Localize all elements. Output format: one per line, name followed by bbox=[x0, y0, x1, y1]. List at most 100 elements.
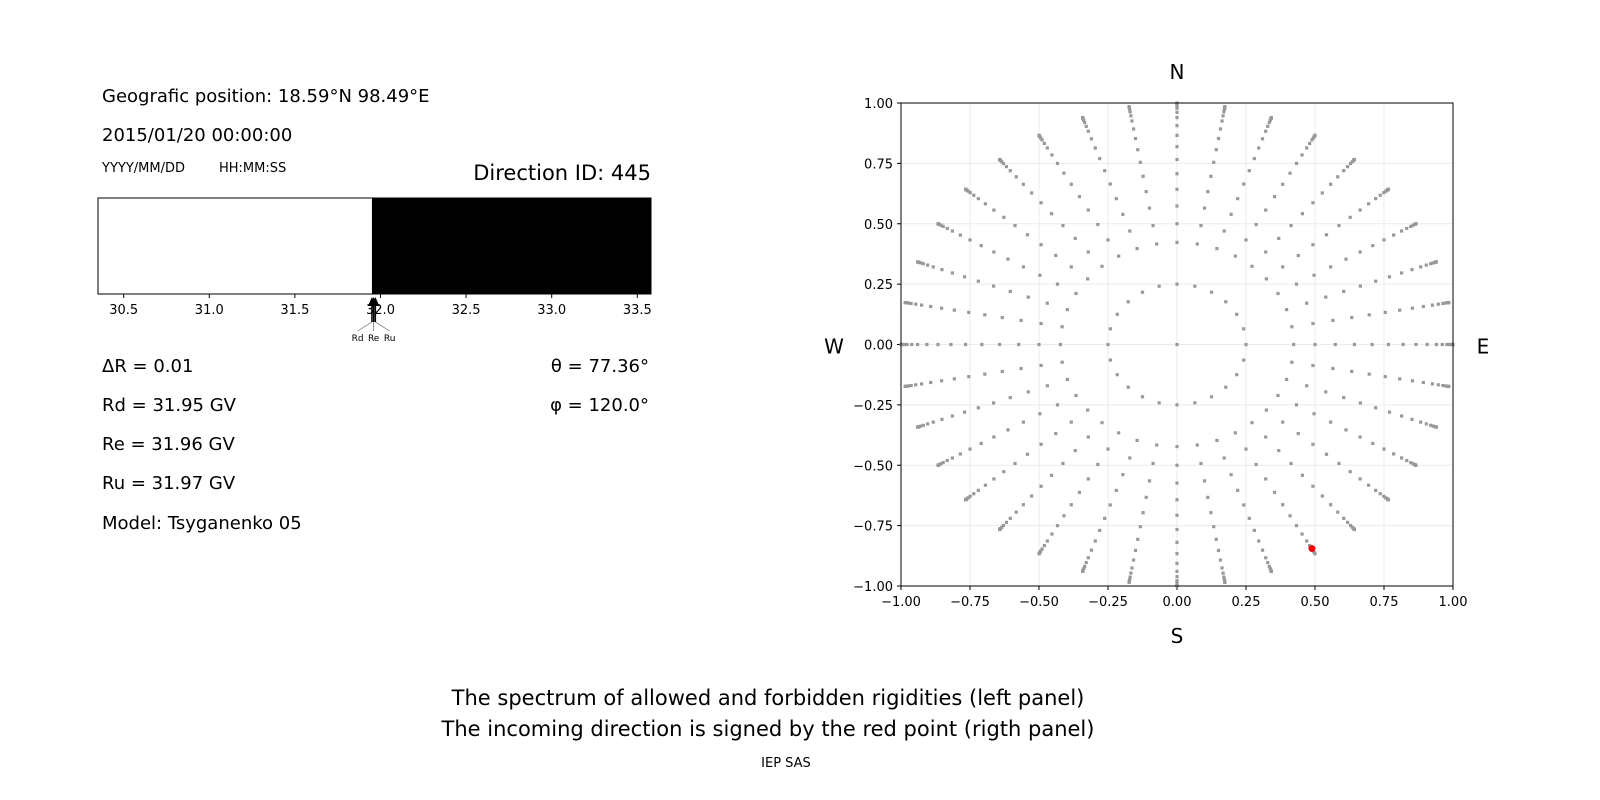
grid-point bbox=[1272, 195, 1277, 199]
grid-point bbox=[1392, 233, 1396, 237]
grid-point bbox=[1058, 342, 1062, 347]
grid-point bbox=[1311, 363, 1315, 368]
grid-point bbox=[1329, 503, 1333, 507]
grid-point bbox=[1175, 106, 1179, 110]
grid-point bbox=[1045, 301, 1049, 305]
grid-point bbox=[1021, 503, 1025, 507]
grid-point bbox=[1049, 473, 1054, 477]
grid-point bbox=[1222, 107, 1226, 112]
grid-point bbox=[1040, 547, 1044, 551]
grid-point bbox=[1419, 265, 1423, 269]
grid-point bbox=[963, 342, 968, 347]
grid-point bbox=[1254, 222, 1258, 227]
grid-point bbox=[1098, 528, 1102, 532]
grid-point bbox=[1386, 342, 1391, 347]
grid-point bbox=[1300, 473, 1305, 477]
grid-point bbox=[1358, 250, 1362, 254]
grid-point bbox=[1141, 511, 1145, 515]
grid-point bbox=[1348, 215, 1352, 219]
theta-value: θ = 77.36° bbox=[550, 356, 649, 377]
grid-point bbox=[1100, 421, 1104, 425]
grid-point bbox=[1069, 503, 1073, 507]
grid-point bbox=[1121, 212, 1125, 216]
grid-point bbox=[909, 301, 913, 306]
grid-point bbox=[1193, 401, 1197, 405]
grid-point bbox=[1374, 197, 1378, 201]
grid-point bbox=[1313, 133, 1317, 137]
grid-point bbox=[1019, 318, 1023, 323]
grid-point bbox=[1400, 229, 1404, 233]
grid-point bbox=[1264, 208, 1268, 212]
grid-point bbox=[1441, 383, 1445, 388]
grid-point bbox=[1358, 284, 1362, 288]
compass-s: S bbox=[1171, 624, 1184, 648]
grid-point bbox=[1214, 148, 1218, 152]
grid-point bbox=[1331, 366, 1335, 371]
grid-point bbox=[1409, 224, 1413, 228]
grid-point bbox=[1367, 202, 1371, 206]
grid-point bbox=[1128, 456, 1132, 460]
marker-label-Ru: Ru bbox=[384, 334, 396, 344]
grid-point bbox=[1336, 175, 1340, 179]
grid-point bbox=[1039, 484, 1043, 488]
grid-point bbox=[1358, 435, 1362, 439]
grid-point bbox=[1098, 157, 1102, 161]
grid-point bbox=[1144, 495, 1148, 499]
spectrum-segment-forbidden bbox=[371, 198, 651, 294]
x-tick-label: 32.5 bbox=[452, 303, 481, 318]
grid-point bbox=[1434, 425, 1438, 429]
grid-point bbox=[1209, 174, 1213, 178]
x-tick-label: −0.25 bbox=[1088, 595, 1128, 610]
grid-point bbox=[1175, 513, 1179, 517]
grid-point bbox=[1398, 308, 1402, 312]
grid-point bbox=[1014, 175, 1018, 179]
grid-point bbox=[1155, 443, 1159, 447]
grid-point bbox=[1141, 174, 1145, 178]
grid-point bbox=[909, 383, 913, 388]
grid-point bbox=[1294, 161, 1299, 165]
grid-point bbox=[1039, 243, 1043, 247]
grid-point bbox=[1089, 548, 1094, 552]
grid-point bbox=[1345, 520, 1350, 524]
grid-point bbox=[1199, 461, 1203, 466]
grid-point bbox=[1267, 564, 1271, 569]
grid-point bbox=[1288, 514, 1292, 518]
grid-point bbox=[902, 342, 906, 347]
grid-point bbox=[1114, 488, 1118, 492]
grid-point bbox=[1337, 223, 1341, 228]
grid-point bbox=[968, 191, 972, 195]
grid-point bbox=[1128, 575, 1132, 579]
grid-point bbox=[1352, 157, 1357, 162]
grid-point bbox=[1025, 452, 1030, 456]
grid-point bbox=[1100, 264, 1104, 268]
grid-point bbox=[1431, 261, 1435, 265]
grid-point bbox=[1305, 539, 1309, 543]
grid-point bbox=[1073, 449, 1077, 453]
grid-point bbox=[1425, 342, 1429, 347]
grid-point bbox=[1409, 461, 1413, 465]
grid-point bbox=[1242, 358, 1246, 362]
x-tick-label: −0.75 bbox=[950, 595, 990, 610]
grid-point bbox=[1244, 447, 1248, 451]
grid-point bbox=[945, 226, 949, 231]
grid-point bbox=[1157, 401, 1161, 405]
grid-point bbox=[1008, 169, 1012, 173]
spectrum-segment-allowed bbox=[98, 198, 372, 294]
grid-point bbox=[1216, 548, 1221, 553]
grid-point bbox=[1039, 363, 1043, 368]
grid-point bbox=[1220, 119, 1224, 123]
grid-point bbox=[1294, 403, 1299, 407]
x-tick-label: −1.00 bbox=[881, 595, 921, 610]
grid-point bbox=[979, 243, 983, 248]
grid-point bbox=[950, 414, 954, 418]
grid-point bbox=[931, 265, 935, 269]
grid-point bbox=[1311, 484, 1315, 488]
grid-point bbox=[1086, 435, 1090, 439]
grid-point bbox=[1401, 342, 1405, 347]
compass-w: W bbox=[824, 335, 844, 359]
grid-point bbox=[1324, 390, 1328, 394]
x-tick-label: 33.5 bbox=[623, 303, 652, 318]
grid-point bbox=[1086, 556, 1090, 560]
grid-point bbox=[1140, 395, 1145, 399]
grid-point bbox=[992, 208, 996, 212]
